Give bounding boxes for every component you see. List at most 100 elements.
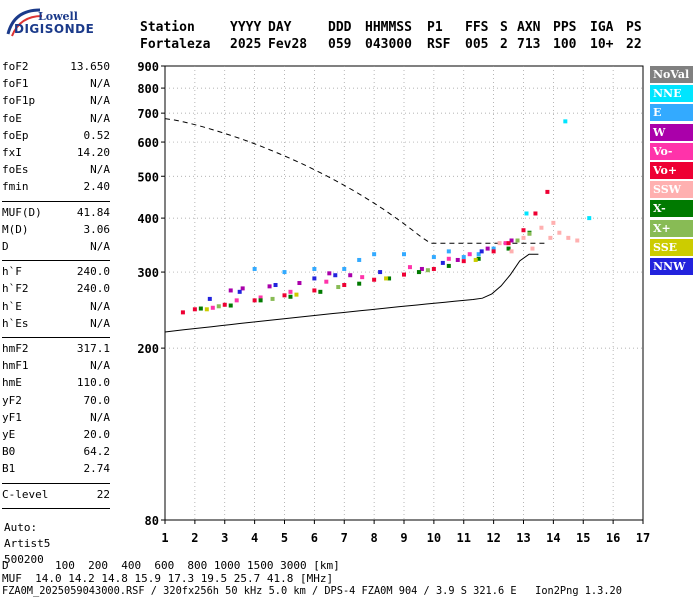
echo-point-vop: [324, 279, 329, 284]
echo-point-xp: [270, 296, 275, 301]
echo-point-xp: [318, 289, 323, 294]
echo-point-nnw: [378, 270, 383, 275]
echo-point-w: [509, 238, 514, 243]
param-value: N/A: [90, 240, 110, 253]
echo-point-vop: [342, 283, 347, 288]
echo-point-nne: [524, 211, 529, 216]
echo-point-xp: [515, 238, 520, 243]
echo-point-vop: [461, 259, 466, 264]
legend-item-sse: SSE: [650, 238, 693, 256]
param-label: D: [2, 240, 9, 253]
x-tick-label: 12: [486, 531, 500, 545]
header-value-s: 2: [500, 37, 508, 52]
y-tick-label: 80: [145, 514, 159, 528]
param-row: M(D) 3.06: [2, 223, 110, 239]
param-row: h`F2 240.0: [2, 282, 110, 298]
echo-point-w: [419, 266, 424, 271]
param-row: fmin 2.40: [2, 180, 110, 196]
echo-point-ssw: [575, 238, 580, 243]
echo-point-vop: [192, 307, 197, 312]
x-tick-label: 7: [341, 531, 348, 545]
param-separator: [2, 507, 110, 509]
auto-scaling-line: 500200: [4, 552, 44, 566]
echo-point-vop: [234, 298, 239, 303]
echo-point-vop: [288, 289, 293, 294]
echo-point-vop: [222, 302, 227, 307]
echo-point-vop: [503, 241, 508, 246]
param-value: N/A: [90, 163, 110, 177]
param-row: B0 64.2: [2, 445, 110, 461]
y-tick-label: 800: [137, 82, 159, 96]
param-value: 70.0: [83, 393, 111, 407]
echo-point-ssw: [551, 220, 556, 225]
param-row: h`E N/A: [2, 300, 110, 316]
echo-point-e: [312, 266, 317, 271]
echo-point-vop: [210, 305, 215, 310]
header-value-pps: 100: [553, 37, 577, 52]
echo-point-vop: [467, 252, 472, 257]
param-label: C-level: [2, 487, 49, 501]
echo-point-nnw: [312, 276, 317, 281]
logo-brand-bottom: DIGISONDE: [14, 22, 95, 36]
param-row: hmF2 317.1: [2, 342, 110, 358]
x-tick-label: 1: [161, 531, 168, 545]
echo-point-e: [476, 252, 481, 257]
param-value: 14.20: [76, 146, 110, 159]
header-value-axn: 713: [517, 37, 541, 52]
echo-point-e: [252, 266, 257, 271]
echo-point-e: [461, 255, 466, 260]
legend-item-noval: NoVal: [650, 66, 693, 83]
echo-point-vop: [402, 272, 406, 277]
echo-point-xp: [387, 276, 392, 281]
param-label: h`Es: [2, 316, 29, 330]
param-row: yE 20.0: [2, 428, 110, 444]
echo-point-w: [327, 271, 332, 276]
echo-point-xp: [258, 298, 263, 303]
param-label: MUF(D): [2, 205, 42, 219]
echo-point-ssw: [548, 235, 553, 240]
legend-item-nnw: NNW: [650, 258, 693, 275]
echo-point-ssw: [566, 235, 571, 240]
param-label: M(D): [2, 222, 29, 236]
param-label: yE: [2, 428, 16, 441]
echo-point-w: [348, 273, 353, 278]
param-row: yF2 70.0: [2, 394, 110, 410]
param-separator: [2, 482, 110, 484]
echo-point-sse: [294, 292, 299, 297]
echo-point-nnw: [207, 296, 212, 301]
echo-point-xp: [198, 306, 203, 311]
param-value: 2.40: [83, 180, 111, 194]
echo-point-xp: [446, 263, 451, 268]
header-value-ps: 22: [626, 37, 642, 52]
x-tick-label: 13: [516, 531, 530, 545]
header-label-pps: PPS: [553, 20, 577, 35]
echo-point-e: [491, 246, 496, 251]
header-label-station: Station: [140, 20, 195, 35]
legend-item-ssw: SSW: [650, 181, 693, 199]
legend-item-xp: X+: [650, 219, 693, 237]
param-label: foF2: [2, 60, 29, 73]
header-value-day: Fev28: [268, 37, 308, 52]
param-label: h`E: [2, 299, 22, 313]
x-tick-label: 6: [311, 531, 318, 545]
param-value: 240.0: [76, 265, 110, 279]
param-row: yF1 N/A: [2, 411, 110, 427]
param-separator: [2, 260, 110, 262]
echo-point-ssw: [521, 235, 526, 240]
y-tick-label: 200: [137, 342, 159, 356]
echo-point-e: [446, 249, 451, 254]
auto-scaling-line: Artist5: [4, 536, 51, 550]
param-value: N/A: [90, 299, 110, 313]
param-row: foF1p N/A: [2, 94, 110, 110]
x-tick-label: 14: [546, 531, 560, 545]
param-label: B0: [2, 445, 16, 459]
header-value-ffs: 005: [465, 37, 489, 52]
virtual-height-curve: [164, 253, 539, 333]
echo-point-e: [342, 266, 347, 271]
echo-point-vop: [312, 288, 317, 293]
echo-point-w: [485, 246, 490, 251]
echo-point-xp: [228, 303, 233, 308]
header-label-ps: PS: [626, 20, 642, 35]
echo-point-nnw: [333, 273, 338, 278]
